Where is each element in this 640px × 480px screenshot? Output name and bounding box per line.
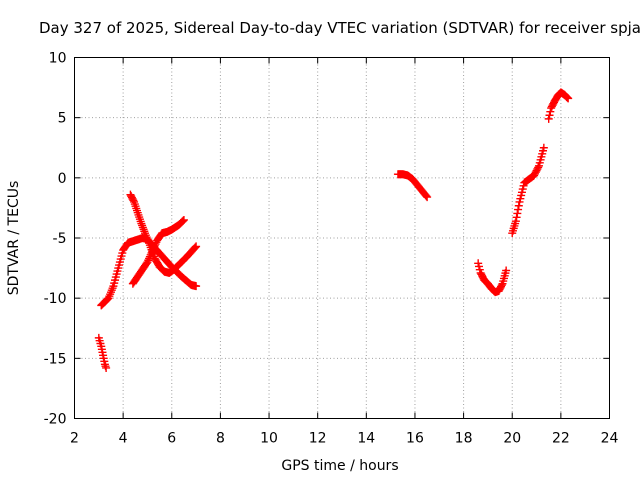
data-point <box>143 258 152 267</box>
data-point <box>192 242 201 251</box>
data-point <box>562 92 571 101</box>
x-tick-label: 16 <box>406 431 424 447</box>
x-tick-label: 24 <box>601 431 619 447</box>
y-tick-label: -10 <box>44 291 67 307</box>
data-point <box>190 244 199 253</box>
x-tick-label: 22 <box>552 431 570 447</box>
data-point <box>539 143 548 152</box>
plot-frame <box>74 57 610 419</box>
chart-title: Day 327 of 2025, Sidereal Day-to-day VTE… <box>39 19 640 37</box>
data-point <box>545 111 554 120</box>
data-point <box>191 243 200 252</box>
data-point <box>422 192 431 201</box>
data-point <box>511 217 520 226</box>
y-tick-label: -5 <box>53 231 67 247</box>
data-point <box>147 249 156 258</box>
data-point <box>179 215 188 224</box>
data-point <box>564 94 573 103</box>
data-point <box>563 93 572 102</box>
data-point <box>178 217 187 226</box>
x-tick-label: 2 <box>70 431 79 447</box>
x-tick-label: 20 <box>503 431 521 447</box>
x-tick-label: 12 <box>309 431 327 447</box>
data-point <box>145 252 154 261</box>
y-tick-label: 5 <box>58 111 67 127</box>
data-point <box>149 243 158 252</box>
data-point <box>150 241 159 250</box>
data-point <box>192 282 201 291</box>
x-tick-label: 18 <box>455 431 473 447</box>
data-point <box>546 107 555 116</box>
data-point <box>149 245 158 254</box>
y-tick-label: -15 <box>44 351 67 367</box>
data-point <box>140 227 149 236</box>
data-point <box>148 247 157 256</box>
x-tick-label: 4 <box>119 431 128 447</box>
x-tick-label: 14 <box>357 431 375 447</box>
data-point <box>497 281 506 290</box>
grid <box>74 57 610 419</box>
y-axis-title: SDTVAR / TECUs <box>6 181 22 296</box>
data-point <box>151 240 160 249</box>
y-tick-label: 0 <box>58 171 67 187</box>
data-points <box>94 88 573 372</box>
x-tick-label: 6 <box>167 431 176 447</box>
y-tick-label: -20 <box>44 412 67 428</box>
data-point <box>512 213 521 222</box>
y-tick-label: 10 <box>49 51 67 67</box>
data-point <box>138 223 147 232</box>
data-point <box>513 209 522 218</box>
x-axis-title: GPS time / hours <box>281 458 398 474</box>
data-point <box>514 201 523 210</box>
data-point <box>139 225 148 234</box>
data-point <box>514 205 523 214</box>
data-point <box>138 221 147 230</box>
x-tick-label: 10 <box>260 431 278 447</box>
x-tick-label: 8 <box>216 431 225 447</box>
data-point <box>146 250 155 259</box>
data-point <box>145 254 154 263</box>
data-point <box>534 163 543 172</box>
data-point <box>129 196 138 205</box>
data-point <box>137 219 146 228</box>
data-point <box>144 256 153 265</box>
data-point <box>179 216 188 225</box>
data-point <box>423 193 432 202</box>
data-point <box>544 114 553 123</box>
data-point <box>502 266 511 275</box>
data-point <box>102 363 111 372</box>
